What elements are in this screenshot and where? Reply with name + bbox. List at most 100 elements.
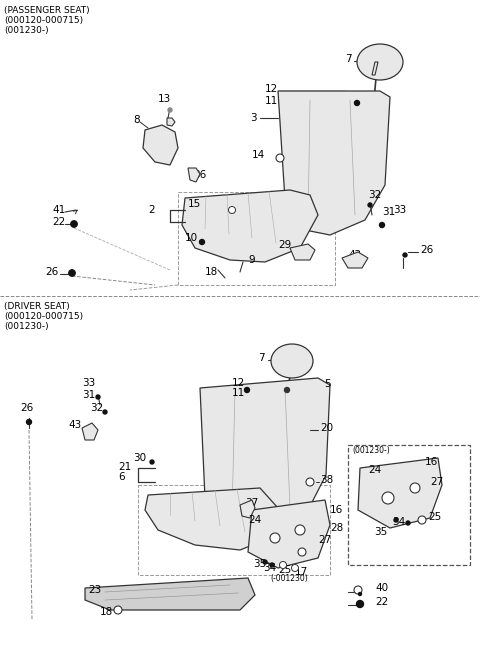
Circle shape xyxy=(150,460,154,464)
Text: 36: 36 xyxy=(193,170,206,180)
Circle shape xyxy=(291,565,299,571)
Circle shape xyxy=(403,253,407,257)
Circle shape xyxy=(103,410,107,414)
Polygon shape xyxy=(145,488,278,550)
Text: 21: 21 xyxy=(118,462,131,472)
Text: 18: 18 xyxy=(205,267,218,277)
Circle shape xyxy=(380,222,384,228)
Circle shape xyxy=(410,483,420,493)
Text: 29: 29 xyxy=(278,240,291,250)
Circle shape xyxy=(354,586,362,594)
Text: 3: 3 xyxy=(250,113,257,123)
Circle shape xyxy=(69,270,75,276)
Text: 11: 11 xyxy=(232,388,245,398)
Polygon shape xyxy=(240,500,255,518)
Polygon shape xyxy=(167,118,175,126)
Text: (001230-): (001230-) xyxy=(4,323,48,331)
Circle shape xyxy=(355,100,360,106)
Text: 41: 41 xyxy=(52,205,65,215)
Text: 35: 35 xyxy=(374,527,387,537)
Text: 7: 7 xyxy=(345,54,352,64)
Circle shape xyxy=(26,419,32,424)
Text: (DRIVER SEAT): (DRIVER SEAT) xyxy=(4,302,70,312)
Text: 23: 23 xyxy=(88,585,101,595)
Circle shape xyxy=(114,606,122,614)
Text: 34: 34 xyxy=(392,517,405,527)
Text: 26: 26 xyxy=(420,245,433,255)
Text: 27: 27 xyxy=(318,535,331,545)
Circle shape xyxy=(418,516,426,524)
Text: 24: 24 xyxy=(248,515,261,525)
Polygon shape xyxy=(372,62,378,75)
Text: (PASSENGER SEAT): (PASSENGER SEAT) xyxy=(4,7,90,16)
Circle shape xyxy=(71,221,77,227)
Text: 16: 16 xyxy=(330,505,343,515)
Text: (001230-): (001230-) xyxy=(4,26,48,35)
Text: 33: 33 xyxy=(393,205,406,215)
Text: 34: 34 xyxy=(263,563,276,573)
Polygon shape xyxy=(290,244,315,260)
Text: 5: 5 xyxy=(324,379,331,389)
Circle shape xyxy=(263,560,267,564)
Text: 20: 20 xyxy=(320,423,333,433)
Text: 18: 18 xyxy=(100,607,113,617)
Polygon shape xyxy=(188,168,200,182)
Circle shape xyxy=(357,600,363,607)
Circle shape xyxy=(276,154,284,162)
Text: 16: 16 xyxy=(425,457,438,467)
Circle shape xyxy=(270,563,274,567)
Text: (000120-000715): (000120-000715) xyxy=(4,312,83,321)
Text: 33: 33 xyxy=(82,378,95,388)
Text: 27: 27 xyxy=(430,477,443,487)
Text: 25: 25 xyxy=(278,565,291,575)
Circle shape xyxy=(168,108,172,112)
Polygon shape xyxy=(143,125,178,165)
Text: 9: 9 xyxy=(248,255,254,265)
Circle shape xyxy=(306,478,314,486)
Polygon shape xyxy=(342,252,368,268)
Polygon shape xyxy=(248,500,330,568)
Text: 26: 26 xyxy=(45,267,58,277)
Circle shape xyxy=(228,207,236,213)
Circle shape xyxy=(200,239,204,245)
Text: 26: 26 xyxy=(20,403,33,413)
Text: 30: 30 xyxy=(133,453,146,463)
Text: 7: 7 xyxy=(258,353,264,363)
Text: (000120-000715): (000120-000715) xyxy=(4,16,83,26)
Polygon shape xyxy=(278,91,390,235)
Text: 6: 6 xyxy=(118,472,125,482)
Ellipse shape xyxy=(357,44,403,80)
Text: 17: 17 xyxy=(295,567,308,577)
Circle shape xyxy=(298,548,306,556)
Circle shape xyxy=(96,395,100,399)
Text: 14: 14 xyxy=(252,150,265,160)
Text: 40: 40 xyxy=(375,583,388,593)
Text: 35: 35 xyxy=(253,559,266,569)
Text: 10: 10 xyxy=(185,233,198,243)
Text: 22: 22 xyxy=(375,597,388,607)
Text: 2: 2 xyxy=(148,205,155,215)
Text: 38: 38 xyxy=(320,475,333,485)
Text: 24: 24 xyxy=(368,465,381,475)
Circle shape xyxy=(406,521,410,525)
Text: 13: 13 xyxy=(158,94,171,104)
Text: 32: 32 xyxy=(90,403,103,413)
Text: 32: 32 xyxy=(368,190,381,200)
Text: 12: 12 xyxy=(265,84,278,94)
Circle shape xyxy=(359,592,361,596)
Circle shape xyxy=(295,525,305,535)
Text: (-001230): (-001230) xyxy=(270,573,308,583)
Circle shape xyxy=(279,562,287,569)
Circle shape xyxy=(394,518,398,522)
Polygon shape xyxy=(82,423,98,440)
Text: 12: 12 xyxy=(232,378,245,388)
Text: 31: 31 xyxy=(82,390,95,400)
Text: 25: 25 xyxy=(428,512,441,522)
Text: 28: 28 xyxy=(330,523,343,533)
Text: 15: 15 xyxy=(188,199,201,209)
Polygon shape xyxy=(85,578,255,610)
Text: (001230-): (001230-) xyxy=(352,445,390,455)
Polygon shape xyxy=(200,378,330,525)
Text: 43: 43 xyxy=(68,420,81,430)
Circle shape xyxy=(368,203,372,207)
